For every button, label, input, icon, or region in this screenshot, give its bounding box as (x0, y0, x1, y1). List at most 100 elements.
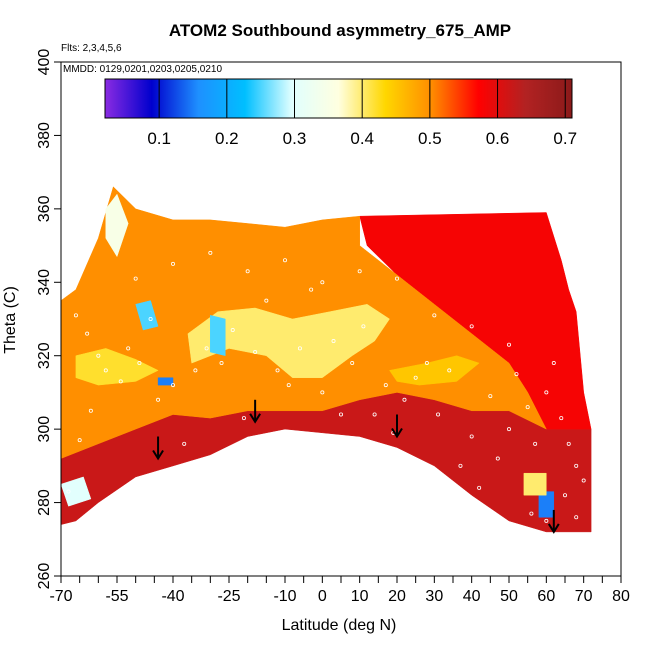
observation-point (170, 261, 175, 266)
observation-point (551, 361, 556, 366)
heatmap-region (187, 304, 390, 378)
observation-point (581, 478, 586, 483)
observation-point (126, 346, 131, 351)
observation-point (85, 331, 90, 336)
observation-point (424, 361, 429, 366)
observation-point (506, 342, 511, 347)
x-tick-label: -40 (161, 588, 184, 605)
observation-point (447, 368, 452, 373)
observation-point (170, 383, 175, 388)
observation-point (394, 276, 399, 281)
observation-point (148, 316, 153, 321)
x-tick-label: 10 (351, 588, 369, 605)
heatmap-field (61, 186, 592, 533)
y-tick-label: 400 (36, 49, 53, 76)
observation-point (477, 485, 482, 490)
observation-point (88, 408, 93, 413)
observation-point (245, 269, 250, 274)
colorbar-tick-label: 0.5 (418, 129, 442, 148)
heatmap-region (75, 348, 159, 386)
observation-point (230, 328, 235, 333)
observation-point (103, 368, 108, 373)
observation-point (282, 258, 287, 263)
observation-point (66, 489, 71, 494)
observation-point (286, 383, 291, 388)
observation-point (156, 397, 161, 402)
y-tick-label: 380 (36, 122, 53, 149)
observation-point (309, 287, 314, 292)
observation-point (563, 493, 568, 498)
x-tick-label: 50 (500, 588, 518, 605)
observation-point (383, 383, 388, 388)
colorbar-tick-label: 0.3 (283, 129, 307, 148)
arrow-markers (152, 399, 560, 534)
observation-point (525, 405, 530, 410)
flights-annotation: Flts: 2,3,4,5,6 (61, 43, 122, 54)
observation-point (566, 441, 571, 446)
observation-point (204, 346, 209, 351)
heatmap-region (61, 476, 92, 507)
arrow-marker (391, 414, 403, 439)
y-tick-label: 320 (36, 342, 53, 369)
colorbar-tick-label: 0.7 (553, 129, 577, 148)
observation-point (338, 412, 343, 417)
y-tick-label: 300 (36, 416, 53, 443)
arrow-marker (249, 399, 261, 424)
observation-point (469, 434, 474, 439)
observation-point (514, 372, 519, 377)
observation-point (506, 427, 511, 432)
observation-point (533, 441, 538, 446)
heatmap-region (105, 193, 129, 257)
heatmap-region (523, 472, 547, 496)
observation-point (133, 276, 138, 281)
x-tick-label: -70 (49, 588, 72, 605)
colorbar-tick-label: 0.4 (350, 129, 374, 148)
heatmap-region (389, 355, 480, 386)
heatmap-region (210, 315, 226, 356)
x-axis: -70 -55 -40 -25 -10 0 10 20 30 40 50 60 70 80 (49, 576, 630, 605)
y-tick-label: 340 (36, 269, 53, 296)
observation-point (574, 515, 579, 520)
observation-point (297, 346, 302, 351)
heatmap-region (538, 491, 555, 518)
observation-point (77, 438, 82, 443)
observation-point (208, 250, 213, 255)
x-tick-label: 0 (318, 588, 327, 605)
arrow-marker (547, 509, 560, 534)
x-tick-label: 40 (463, 588, 481, 605)
observation-point (529, 511, 534, 516)
dates-annotation: MMDD: 0129,0201,0203,0205,0210 (63, 64, 222, 75)
colorbar: 0.1 0.2 0.3 0.4 0.5 0.6 0.7 (104, 78, 577, 148)
y-tick-label: 360 (36, 195, 53, 222)
observation-point (357, 269, 362, 274)
observation-point (275, 368, 280, 373)
y-axis-label: Theta (C) (2, 286, 19, 354)
x-tick-label: -10 (273, 588, 296, 605)
observation-point (372, 412, 377, 417)
observation-point (73, 313, 78, 318)
observation-point (96, 353, 101, 358)
y-tick-label: 260 (36, 563, 53, 590)
observation-point (182, 441, 187, 446)
observation-point (320, 390, 325, 395)
observation-point (118, 379, 123, 384)
observation-point (193, 368, 198, 373)
colorbar-tick-label: 0.2 (215, 129, 239, 148)
colorbar-bar (104, 78, 573, 119)
observation-point (219, 361, 224, 366)
observation-point (495, 456, 500, 461)
chart-title: ATOM2 Southbound asymmetry_675_AMP (169, 21, 511, 40)
observation-point (264, 298, 269, 303)
observation-point (559, 416, 564, 421)
observation-point (544, 518, 549, 523)
colorbar-ticks: 0.1 0.2 0.3 0.4 0.5 0.6 0.7 (147, 79, 577, 148)
x-tick-label: 80 (612, 588, 630, 605)
observation-point (361, 324, 366, 329)
x-axis-label: Latitude (deg N) (282, 617, 397, 634)
observation-point (488, 394, 493, 399)
observation-point (413, 375, 418, 380)
observation-point (574, 463, 579, 468)
x-tick-label: 70 (575, 588, 593, 605)
